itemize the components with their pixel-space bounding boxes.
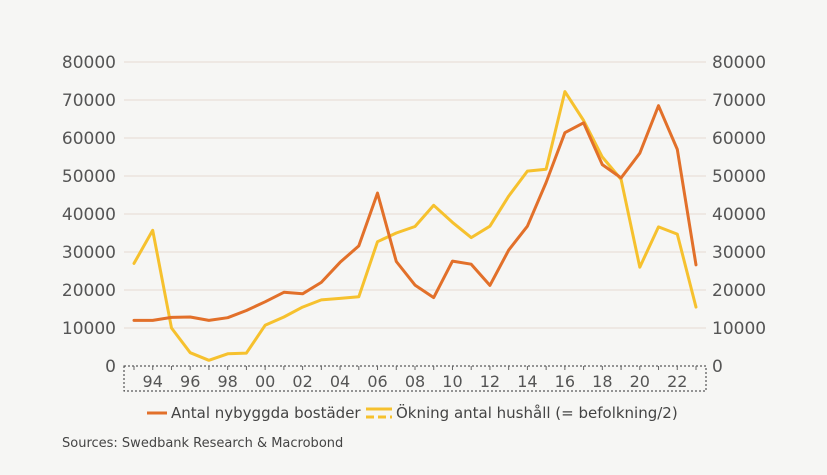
x-tick-label: 06 (367, 372, 387, 391)
y-tick-label-right: 0 (712, 357, 723, 377)
y-tick-label-right: 30000 (712, 243, 766, 263)
y-axis-left: 0 10000 20000 30000 40000 50000 60000 70000 8000… (62, 53, 116, 377)
series-lines (132, 90, 698, 362)
y-axis-right: 0 10000 20000 30000 40000 50000 60000 70000 8000… (712, 53, 766, 377)
source-note: Sources: Swedbank Research & Macrobond (62, 436, 344, 451)
x-tick-label: 98 (217, 372, 237, 391)
y-tick-label-left: 60000 (62, 129, 116, 149)
y-tick-label-left: 40000 (62, 205, 116, 225)
x-tick-label: 20 (630, 372, 650, 391)
x-tick-label: 02 (292, 372, 312, 391)
series-line-1 (132, 104, 698, 322)
y-tick-label-right: 40000 (712, 205, 766, 225)
x-tick-label: 14 (517, 372, 537, 391)
y-tick-label-left: 80000 (62, 53, 116, 73)
y-tick-label-right: 60000 (712, 129, 766, 149)
y-tick-label-left: 70000 (62, 91, 116, 111)
x-tick-label: 18 (592, 372, 612, 391)
legend-label-2: Ökning antal hushåll (= befolkning/2) (396, 403, 678, 422)
y-tick-label-right: 50000 (712, 167, 766, 187)
y-tick-label-left: 10000 (62, 319, 116, 339)
x-tick-label: 04 (330, 372, 350, 391)
x-tick-label: 10 (442, 372, 462, 391)
y-tick-label-left: 0 (105, 357, 116, 377)
y-tick-label-right: 70000 (712, 91, 766, 111)
y-tick-label-left: 30000 (62, 243, 116, 263)
y-tick-label-right: 10000 (712, 319, 766, 339)
legend: Antal nybyggda bostäder Ökning antal hush… (147, 403, 678, 422)
x-tick-label: 22 (667, 372, 687, 391)
x-tick-label: 00 (255, 372, 275, 391)
series-line-2 (132, 90, 698, 362)
x-tick-label: 94 (143, 372, 163, 391)
x-tick-label: 96 (180, 372, 200, 391)
x-tick-label: 16 (555, 372, 575, 391)
y-tick-label-right: 20000 (712, 281, 766, 301)
gridlines (124, 61, 706, 329)
y-tick-label-left: 20000 (62, 281, 116, 301)
y-tick-label-right: 80000 (712, 53, 766, 73)
x-tick-label: 12 (480, 372, 500, 391)
y-tick-label-left: 50000 (62, 167, 116, 187)
x-axis: 94 96 98 00 02 04 06 08 10 12 14 16 18 20 22 (133, 366, 697, 391)
legend-label-1: Antal nybyggda bostäder (171, 404, 361, 422)
x-tick-label: 08 (405, 372, 425, 391)
x-axis-frame (123, 365, 707, 392)
